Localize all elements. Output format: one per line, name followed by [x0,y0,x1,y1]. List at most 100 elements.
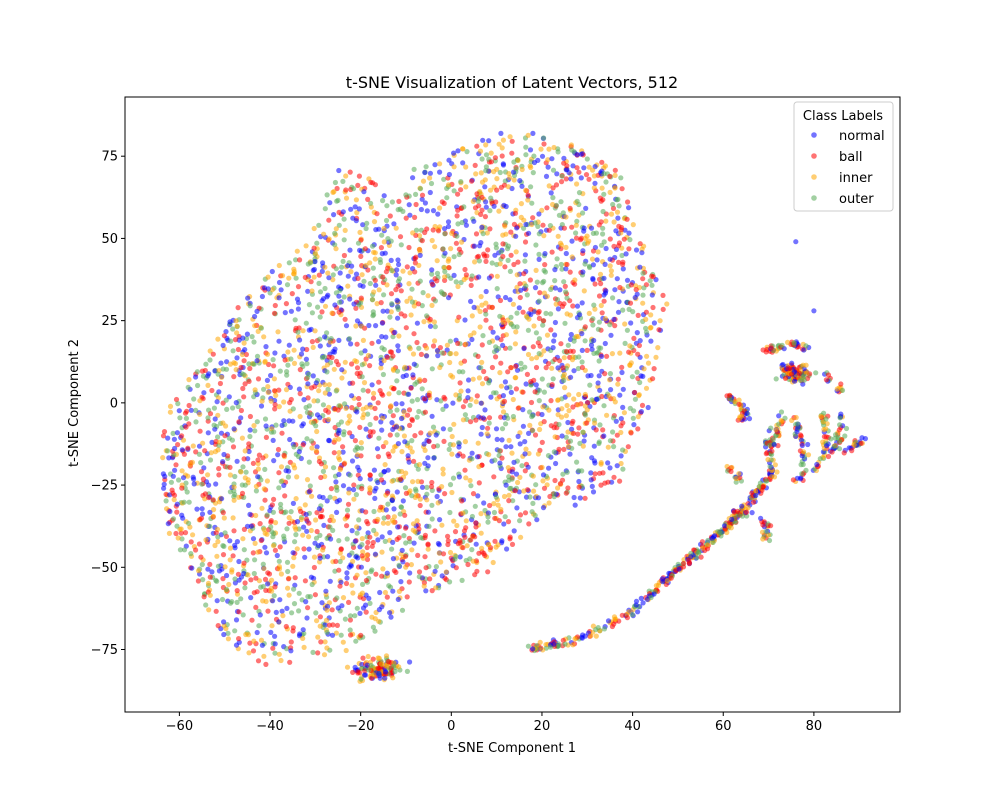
point-ball [404,594,410,600]
point-outer [270,534,276,540]
point-inner [463,164,469,170]
point-normal [395,524,401,530]
point-normal [406,459,412,465]
point-inner [390,448,396,454]
point-outer [797,377,804,383]
point-outer [219,596,226,603]
point-outer [447,426,453,432]
point-inner [350,590,356,596]
point-outer [599,242,605,248]
point-normal [402,439,408,445]
point-ball [564,348,570,355]
point-inner [407,270,413,276]
legend-label-inner: inner [839,171,873,186]
point-inner [559,414,565,420]
point-ball [508,365,514,371]
point-normal [381,193,387,199]
point-ball [185,445,191,451]
point-outer [463,557,469,564]
point-outer [773,376,779,382]
legend-label-normal: normal [839,129,885,144]
point-inner [584,407,590,413]
point-outer [398,504,405,510]
point-outer [767,442,773,448]
point-outer [832,435,838,441]
point-inner [453,392,459,398]
point-normal [241,570,247,577]
point-normal [648,338,654,344]
point-ball [248,577,254,583]
point-inner [431,319,437,325]
point-outer [320,402,326,408]
point-normal [227,538,233,544]
point-ball [262,576,269,583]
point-normal [277,597,283,603]
point-ball [235,346,241,353]
point-ball [380,274,386,280]
point-ball [427,576,433,582]
point-ball [367,363,373,369]
point-ball [598,219,604,225]
point-ball [193,449,199,455]
point-ball [354,341,360,347]
point-ball [286,520,292,526]
point-outer [251,361,257,367]
point-normal [739,503,745,509]
point-inner [785,339,791,345]
point-inner [234,330,240,336]
point-inner [511,177,517,183]
point-ball [178,530,184,536]
point-outer [428,180,435,187]
point-normal [255,474,261,480]
point-inner [540,478,546,484]
point-normal [377,589,383,596]
point-ball [403,215,409,221]
point-ball [474,393,480,399]
point-normal [634,330,640,336]
point-ball [262,497,268,503]
point-normal [356,467,362,473]
point-outer [370,265,376,271]
point-outer [270,357,276,363]
point-inner [565,443,572,450]
point-ball [283,623,289,630]
point-inner [359,536,365,542]
point-ball [359,553,365,559]
point-outer [269,529,275,535]
point-ball [353,305,359,311]
point-normal [349,263,355,269]
point-normal [430,208,437,214]
point-inner [526,316,532,322]
point-outer [363,225,369,232]
point-inner [245,572,251,578]
point-normal [244,331,250,337]
point-outer [564,469,570,475]
point-inner [627,343,633,349]
point-ball [173,530,179,537]
point-ball [175,442,181,448]
point-inner [253,512,259,519]
point-ball [272,547,278,553]
point-inner [438,559,444,565]
point-outer [367,600,373,607]
point-inner [408,562,414,568]
point-normal [578,175,584,181]
point-outer [414,414,420,420]
point-inner [469,313,475,319]
point-outer [442,268,448,275]
point-normal [336,471,342,478]
point-inner [322,390,328,396]
point-normal [637,338,643,344]
point-inner [598,461,604,467]
point-outer [176,477,182,483]
point-inner [467,477,473,484]
point-normal [483,199,489,205]
point-inner [381,357,387,364]
point-outer [230,326,236,332]
point-inner [561,355,567,361]
point-outer [344,507,351,513]
point-inner [479,359,485,365]
point-ball [378,245,384,251]
point-inner [314,428,320,435]
point-ball [337,583,343,589]
